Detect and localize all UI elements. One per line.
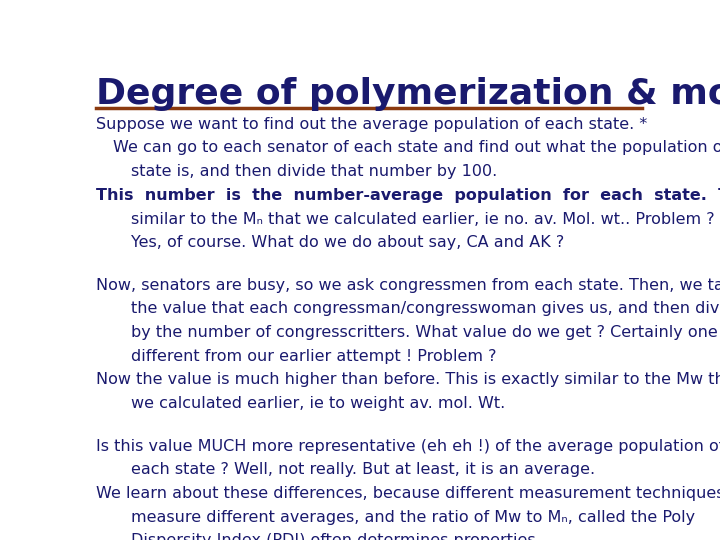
Text: We learn about these differences, because different measurement techniques: We learn about these differences, becaus… <box>96 486 720 501</box>
Text: Is this value MUCH more representative (eh eh !) of the average population of: Is this value MUCH more representative (… <box>96 438 720 454</box>
Text: we calculated earlier, ie to weight av. mol. Wt.: we calculated earlier, ie to weight av. … <box>131 396 505 411</box>
Text: Yes, of course. What do we do about say, CA and AK ?: Yes, of course. What do we do about say,… <box>131 235 564 250</box>
Text: Now, senators are busy, so we ask congressmen from each state. Then, we take: Now, senators are busy, so we ask congre… <box>96 278 720 293</box>
Text: We can go to each senator of each state and find out what the population of thei: We can go to each senator of each state … <box>114 140 720 156</box>
Text: Degree of polymerization & molecular weight: Degree of polymerization & molecular wei… <box>96 77 720 111</box>
Text: similar to the Mₙ that we calculated earlier, ie no. av. Mol. wt.. Problem ?: similar to the Mₙ that we calculated ear… <box>131 212 715 227</box>
Text: state is, and then divide that number by 100.: state is, and then divide that number by… <box>131 164 498 179</box>
Text: by the number of congresscritters. What value do we get ? Certainly one: by the number of congresscritters. What … <box>131 325 718 340</box>
Text: Suppose we want to find out the average population of each state. *: Suppose we want to find out the average … <box>96 117 647 132</box>
Text: each state ? Well, not really. But at least, it is an average.: each state ? Well, not really. But at le… <box>131 462 595 477</box>
Text: This  number  is  the  number-average  population  for  each  state.  This  is  : This number is the number-average popula… <box>96 188 720 203</box>
Text: the value that each congressman/congresswoman gives us, and then divide: the value that each congressman/congress… <box>131 301 720 316</box>
Text: Dispersity Index (PDI) often determines properties.: Dispersity Index (PDI) often determines … <box>131 534 541 540</box>
Text: different from our earlier attempt ! Problem ?: different from our earlier attempt ! Pro… <box>131 349 497 364</box>
Text: Now the value is much higher than before. This is exactly similar to the Mᴡ that: Now the value is much higher than before… <box>96 373 720 388</box>
Text: measure different averages, and the ratio of Mᴡ to Mₙ, called the Poly: measure different averages, and the rati… <box>131 510 696 525</box>
